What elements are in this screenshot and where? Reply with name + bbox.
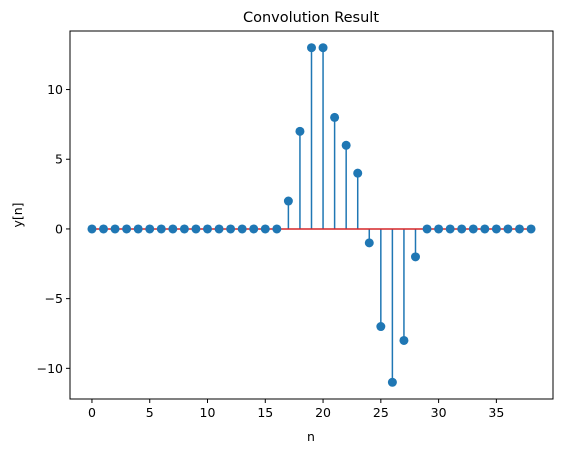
stem-marker <box>514 224 524 234</box>
y-tick-label: 10 <box>47 82 63 97</box>
stem-marker <box>491 224 501 234</box>
stem-marker <box>110 224 120 234</box>
stem-marker <box>272 224 282 234</box>
stem-marker <box>260 224 270 234</box>
stem-marker <box>156 224 166 234</box>
x-tick-label: 35 <box>488 405 504 420</box>
stem-marker <box>353 168 363 178</box>
stem-marker <box>410 252 420 262</box>
stem-marker <box>191 224 201 234</box>
stem-marker <box>203 224 213 234</box>
stem-marker <box>168 224 178 234</box>
stem-marker <box>133 224 143 234</box>
x-tick-label: 5 <box>146 405 154 420</box>
stem-marker <box>434 224 444 234</box>
y-axis-label: y[n] <box>10 202 25 227</box>
stem-marker <box>214 224 224 234</box>
x-tick-label: 20 <box>315 405 331 420</box>
axis-ticks: 0 5 10 15 20 25 30 35 −10 −5 0 5 10 <box>37 82 505 420</box>
stem-marker <box>307 43 316 53</box>
axes-frame <box>69 30 554 400</box>
y-tick-label: 0 <box>55 221 63 236</box>
stem-marker <box>364 238 374 248</box>
stem-marker <box>457 224 467 234</box>
stem-marker <box>226 224 236 234</box>
plot-area <box>87 43 536 387</box>
y-tick-label: −5 <box>45 291 63 306</box>
stem-marker <box>87 224 97 234</box>
x-tick-label: 0 <box>88 405 96 420</box>
stem-marker <box>341 140 351 150</box>
x-tick-label: 15 <box>257 405 273 420</box>
stem-marker <box>376 322 386 332</box>
stem-marker <box>330 112 340 122</box>
x-axis-label: n <box>307 429 315 444</box>
stem-marker <box>503 224 513 234</box>
chart-title: Convolution Result <box>243 10 379 26</box>
x-tick-label: 10 <box>200 405 216 420</box>
stem-marker <box>387 377 397 387</box>
stem-marker <box>145 224 155 234</box>
stem-marker <box>480 224 490 234</box>
stem-marker <box>422 224 432 234</box>
x-tick-label: 25 <box>373 405 389 420</box>
stem-marker <box>237 224 247 234</box>
stem-marker <box>399 335 409 345</box>
stem-marker <box>283 196 293 206</box>
stem-marker <box>318 43 328 53</box>
x-tick-label: 30 <box>431 405 447 420</box>
stem-marker <box>526 224 536 234</box>
stem-marker <box>468 224 478 234</box>
stem-marker <box>295 126 305 136</box>
stem-marker <box>445 224 455 234</box>
stem-marker <box>122 224 132 234</box>
stem-marker <box>179 224 189 234</box>
y-tick-label: −10 <box>37 361 63 376</box>
stem-marker <box>99 224 109 234</box>
y-tick-label: 5 <box>55 152 63 167</box>
stem-marker <box>249 224 259 234</box>
